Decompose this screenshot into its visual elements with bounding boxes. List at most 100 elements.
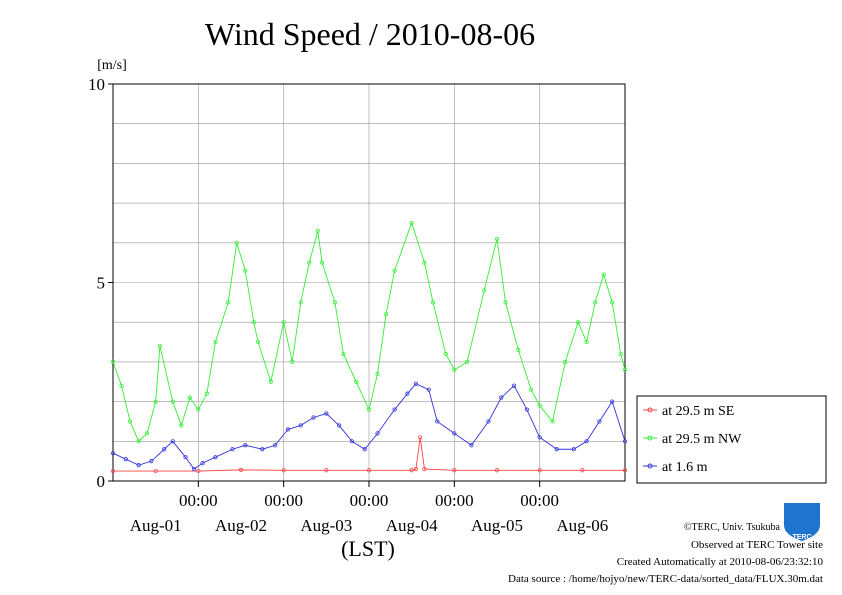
data-point: [452, 367, 457, 372]
data-point: [392, 268, 397, 273]
data-point: [187, 395, 192, 400]
y-tick-label: 5: [97, 274, 106, 293]
data-point: [422, 260, 427, 265]
data-point: [285, 427, 291, 432]
legend-box: [636, 395, 827, 484]
data-point: [354, 379, 359, 384]
data-point: [315, 228, 320, 233]
data-point: [601, 272, 606, 277]
data-point: [324, 411, 329, 416]
data-point: [281, 320, 286, 325]
data-point: [200, 461, 205, 466]
grid-lines: [113, 84, 625, 481]
data-point: [622, 468, 628, 473]
data-point: [243, 268, 248, 273]
data-point: [127, 419, 133, 424]
x-tick-time-label: 00:00: [350, 491, 389, 510]
data-point: [426, 387, 431, 392]
terc-logo-text: TERC: [792, 534, 811, 541]
data-point: [123, 457, 128, 462]
legend-label: at 29.5 m SE: [662, 404, 734, 419]
data-point: [179, 423, 184, 428]
data-point: [482, 288, 487, 293]
data-point: [405, 391, 410, 396]
data-point: [234, 240, 239, 245]
x-tick-time-label: 00:00: [264, 491, 303, 510]
data-point: [622, 367, 628, 372]
copyright-text: ©TERC, Univ. Tsukuba: [684, 522, 781, 533]
data-point: [243, 443, 248, 448]
y-axis-ticks: 0 5 10: [88, 75, 113, 491]
data-point: [375, 431, 380, 436]
data-point: [307, 260, 312, 265]
data-point: [255, 339, 261, 345]
data-point: [204, 391, 209, 396]
y-tick-label: 10: [88, 75, 105, 94]
data-point: [319, 260, 325, 265]
series-2: [110, 381, 628, 472]
terc-logo-icon: [784, 503, 820, 541]
data-point: [298, 300, 303, 305]
data-point: [503, 300, 508, 305]
data-point: [260, 447, 265, 452]
data-point: [157, 343, 163, 349]
terc-logo: TERC: [784, 503, 820, 541]
data-point: [162, 447, 167, 452]
data-point: [251, 320, 256, 325]
data-point: [409, 468, 414, 473]
created-text: Created Automatically at 2010-08-06/23:3…: [617, 556, 824, 568]
data-point: [136, 439, 141, 444]
data-point: [622, 439, 628, 444]
legend: at 29.5 m SE at 29.5 m NW at 1.6 m: [636, 395, 827, 484]
legend-marker: [647, 463, 653, 469]
data-point: [524, 407, 529, 412]
data-point: [597, 419, 602, 424]
data-point: [452, 468, 457, 473]
data-point: [537, 403, 542, 408]
series-line: [112, 221, 626, 443]
data-point: [610, 399, 615, 404]
data-point: [324, 468, 329, 473]
data-point: [290, 359, 295, 364]
x-day-label: Aug-04: [386, 516, 438, 535]
data-point: [183, 455, 188, 460]
series-line: [112, 383, 626, 470]
data-point: [170, 399, 175, 404]
data-point: [469, 443, 474, 448]
data-point: [136, 463, 141, 468]
series-1: [110, 220, 628, 444]
data-point: [580, 468, 585, 473]
x-day-label: Aug-03: [300, 516, 352, 535]
x-tick-time-label: 00:00: [435, 491, 474, 510]
data-point: [375, 371, 380, 376]
data-point: [452, 431, 457, 436]
data-point: [230, 447, 235, 452]
data-point: [213, 339, 218, 345]
data-point: [593, 300, 598, 305]
data-point: [422, 466, 427, 472]
data-point: [366, 468, 372, 473]
data-point: [119, 383, 124, 388]
chart-title: Wind Speed / 2010-08-06: [205, 16, 535, 52]
data-point: [430, 300, 436, 305]
credits: ©TERC, Univ. Tsukuba Observed at TERC To…: [508, 522, 823, 585]
data-point: [366, 407, 372, 412]
data-point: [298, 423, 303, 428]
data-point: [413, 381, 419, 386]
series-0: [110, 435, 628, 474]
data-point: [486, 419, 491, 424]
data-point: [362, 447, 367, 452]
data-point: [145, 431, 150, 436]
observed-text: Observed at TERC Tower site: [691, 539, 823, 551]
x-tick-time-label: 00:00: [520, 491, 559, 510]
data-point: [311, 415, 316, 420]
data-point: [584, 339, 589, 345]
legend-item: at 29.5 m NW: [643, 432, 742, 447]
data-point: [418, 435, 423, 440]
data-point: [554, 447, 559, 452]
data-point: [435, 419, 440, 424]
data-point: [268, 379, 273, 384]
data-point: [383, 312, 389, 317]
legend-item: at 1.6 m: [643, 460, 708, 475]
